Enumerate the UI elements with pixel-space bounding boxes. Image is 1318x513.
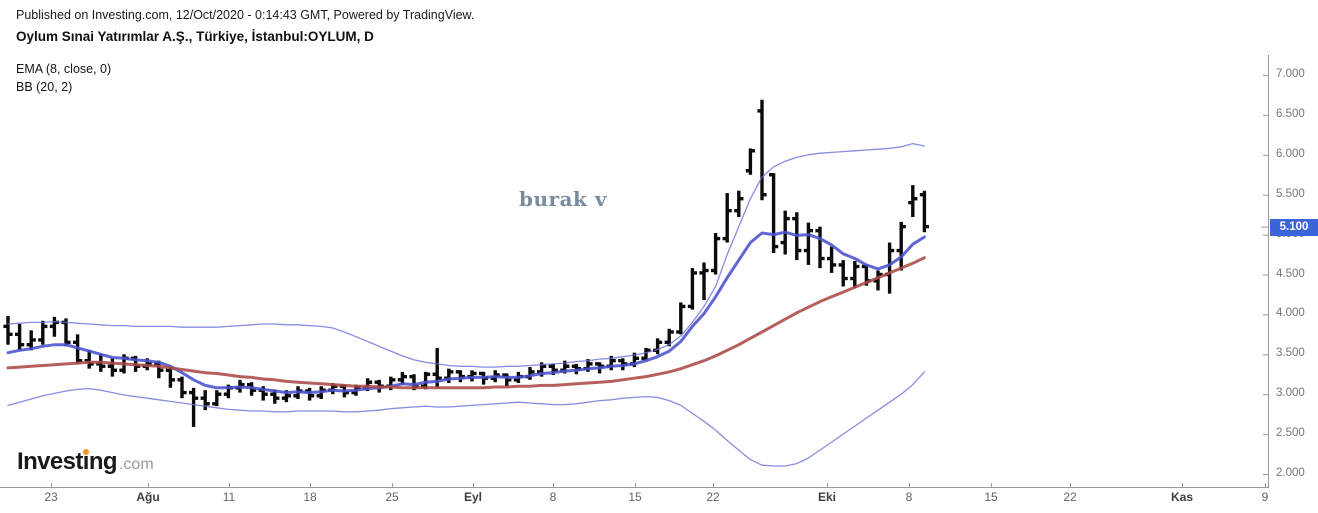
time-axis-label: 23 xyxy=(44,490,58,504)
last-price-value: 5.100 xyxy=(1279,221,1309,233)
time-axis-label: 18 xyxy=(303,490,317,504)
price-axis-label: 2.500 xyxy=(1276,427,1305,440)
price-axis-label: 6.000 xyxy=(1276,147,1305,160)
time-axis-label: 9 xyxy=(1261,490,1269,504)
axes xyxy=(0,55,1269,488)
time-axis-label: 22 xyxy=(1063,490,1077,504)
logo-brand: Investi ng xyxy=(17,448,118,476)
time-axis-label: Ağu xyxy=(136,490,160,504)
logo-brand-part: Invest xyxy=(17,448,83,475)
published-line: Published on Investing.com, 12/Oct/2020 … xyxy=(16,8,475,22)
orange-dot-icon xyxy=(83,449,90,455)
price-axis-label: 5.500 xyxy=(1276,187,1305,200)
ema-line xyxy=(6,230,926,395)
time-axis-label: Eyl xyxy=(463,490,483,504)
time-axis-label: 15 xyxy=(628,490,642,504)
time-axis-label: 22 xyxy=(706,490,720,504)
price-axis-label: 2.000 xyxy=(1276,467,1305,479)
time-axis-label: 15 xyxy=(984,490,998,504)
watermark-text: burak v xyxy=(519,187,607,211)
logo-tld: .com xyxy=(118,456,154,473)
time-axis-label: Eki xyxy=(817,490,837,504)
bb-middle-line xyxy=(6,256,926,390)
indicator-label-bb: BB (20, 2) xyxy=(16,80,73,94)
time-axis-label: 8 xyxy=(905,490,913,504)
time-axis-label: Kas xyxy=(1170,490,1194,504)
price-axis-label: 3.500 xyxy=(1276,347,1305,360)
time-axis-label: 11 xyxy=(222,490,236,504)
last-price-badge: 5.100 xyxy=(1270,219,1318,236)
price-axis-label: 4.500 xyxy=(1276,267,1305,280)
price-axis-label: 6.500 xyxy=(1276,107,1305,120)
bb-lower-band xyxy=(7,371,926,467)
time-axis-label: 25 xyxy=(385,490,399,504)
price-axis-label: 4.000 xyxy=(1276,307,1305,320)
indicator-label-ema: EMA (8, close, 0) xyxy=(16,62,112,76)
chart-title: Oylum Sınai Yatırımlar A.Ş., Türkiye, İs… xyxy=(16,29,374,44)
logo-brand-part: ng xyxy=(88,448,118,475)
bb-upper-band xyxy=(7,142,926,368)
price-axis-label: 7.000 xyxy=(1276,68,1305,80)
investing-logo: Investi ng .com xyxy=(17,448,154,476)
price-axis-label: 3.000 xyxy=(1276,387,1305,400)
logo-brand-part: i xyxy=(82,448,90,475)
logo-i-with-dot: i xyxy=(82,448,90,476)
time-axis-label: 8 xyxy=(549,490,557,504)
